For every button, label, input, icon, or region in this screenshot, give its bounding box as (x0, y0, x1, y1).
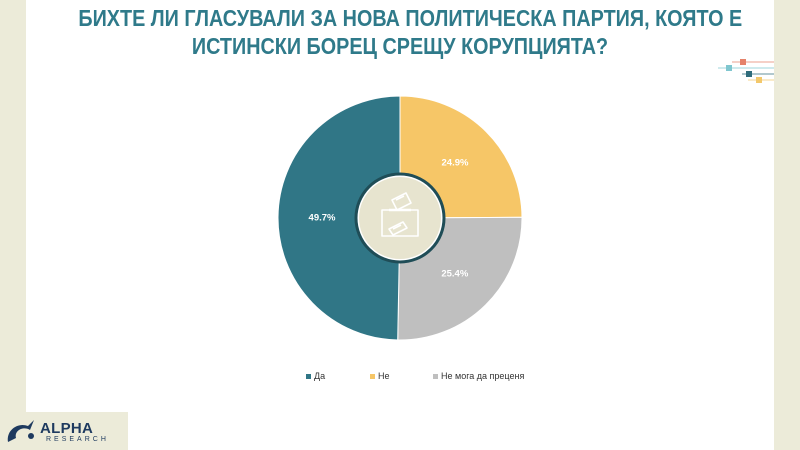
legend-label: Не (378, 371, 390, 381)
legend-swatch (433, 373, 438, 379)
logo-subtitle: RESEARCH (46, 436, 109, 443)
slice-label-1: 49.7% (309, 212, 336, 223)
alpha-logo-icon (7, 420, 34, 442)
ballot-box-icon (381, 192, 419, 237)
logo-name: ALPHA (40, 420, 94, 437)
chart-legend: Да Не Не мога да преценя (0, 371, 800, 385)
pie-slice-1 (277, 95, 401, 341)
alpha-research-logo: ALPHA RESEARCH (0, 412, 128, 450)
legend-label: Да (314, 371, 326, 381)
legend-label: Не мога да преценя (441, 371, 525, 381)
legend-item-2: Не (370, 371, 390, 381)
decorative-lines-icon (718, 59, 774, 83)
legend-swatch (306, 373, 311, 379)
center-badge (354, 172, 446, 264)
slide: БИХТЕ ЛИ ГЛАСУВАЛИ ЗА НОВА ПОЛИТИЧЕСКА П… (26, 0, 774, 450)
title-line-2: ИСТИНСКИ БОРЕЦ СРЕЩУ КОРУПЦИЯТА? (191, 33, 609, 59)
slice-label-3: 25.4% (441, 268, 468, 279)
slice-label-2: 24.9% (442, 158, 469, 169)
legend-item-3: Не мога да преценя (433, 371, 524, 381)
legend-swatch (370, 373, 375, 379)
title-line-1: БИХТЕ ЛИ ГЛАСУВАЛИ ЗА НОВА ПОЛИТИЧЕСКА П… (78, 5, 743, 31)
legend-item-1: Да (306, 371, 325, 381)
chart-title: БИХТЕ ЛИ ГЛАСУВАЛИ ЗА НОВА ПОЛИТИЧЕСКА П… (78, 4, 743, 60)
